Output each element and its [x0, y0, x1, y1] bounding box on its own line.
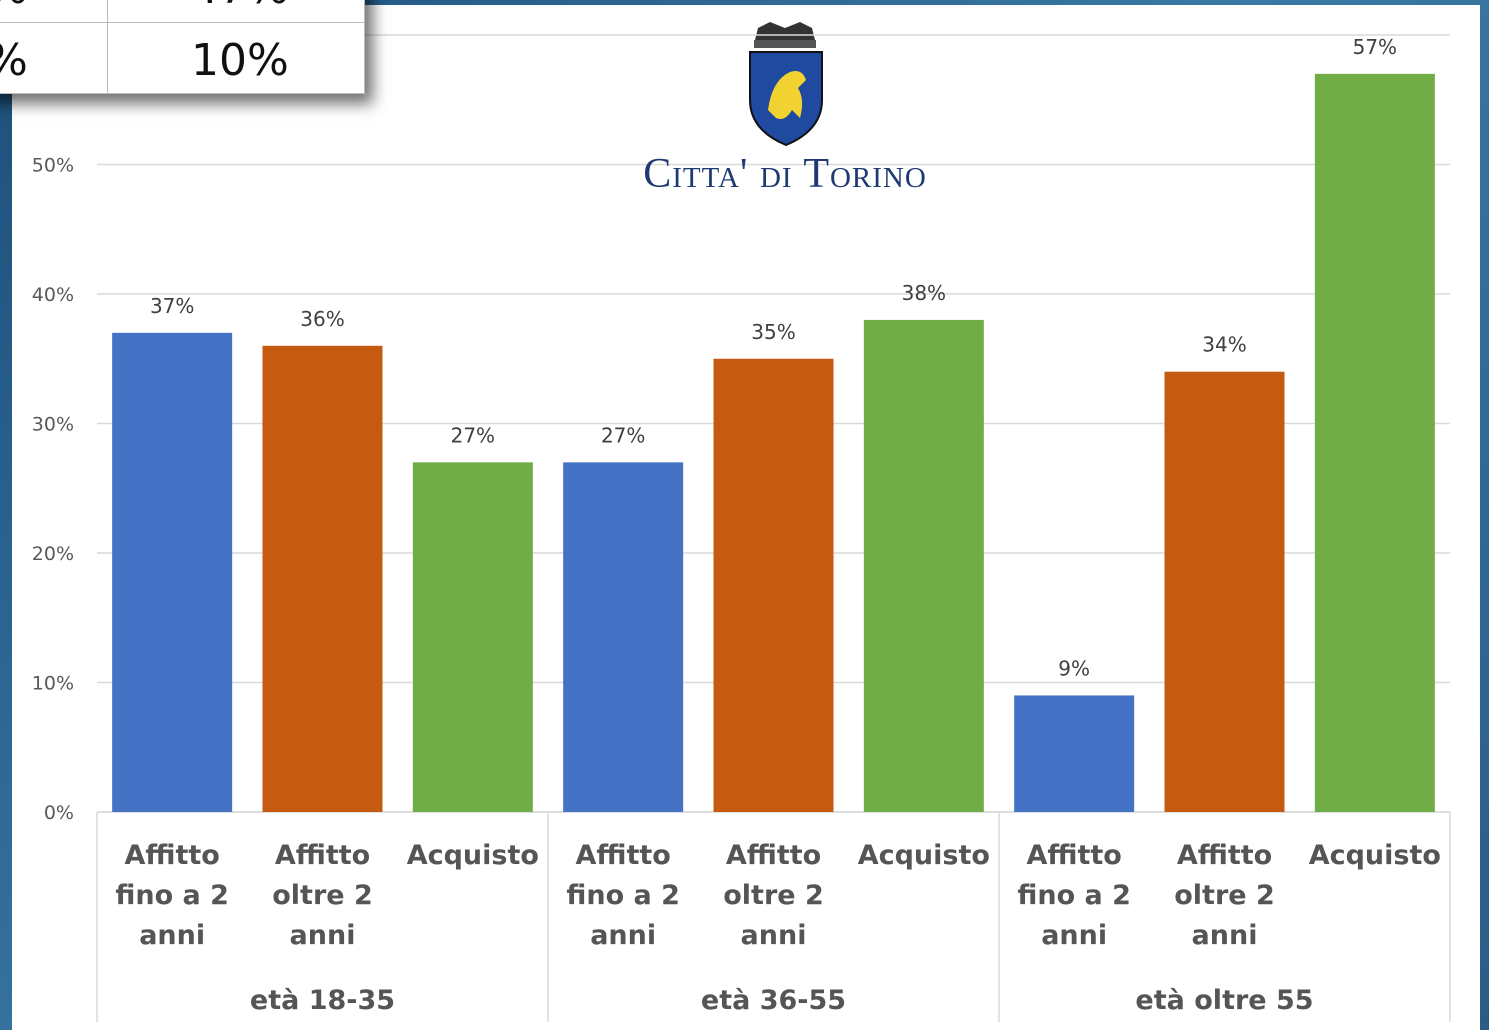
bar	[1164, 371, 1285, 812]
data-label: 38%	[902, 281, 946, 305]
data-label: 57%	[1353, 35, 1397, 59]
logo-crest	[749, 22, 823, 147]
cell: %	[0, 0, 28, 14]
overlay-table: % 47% % 10%	[0, 0, 365, 94]
group-label: età 18-35	[249, 985, 396, 1016]
group-label: età oltre 55	[1135, 985, 1314, 1016]
bar	[563, 462, 684, 812]
col-divider	[107, 0, 108, 93]
x-tick-label: Acquisto	[857, 840, 990, 871]
cell: 10%	[191, 35, 289, 86]
data-label: 27%	[451, 423, 495, 447]
y-tick-label: 50%	[32, 155, 74, 177]
y-tick-label: 20%	[32, 543, 74, 565]
group-label: età 36-55	[700, 985, 847, 1016]
bar	[863, 319, 984, 812]
bar	[112, 332, 233, 812]
y-tick-label: 40%	[32, 284, 74, 306]
x-tick-label: Affitto oltre 2 anni	[1174, 840, 1275, 951]
row-divider	[0, 22, 364, 23]
x-tick-label: Affitto fino a 2 anni	[115, 840, 229, 951]
data-label: 37%	[150, 294, 194, 318]
data-label: 27%	[601, 423, 645, 447]
x-tick-label: Acquisto	[1308, 840, 1441, 871]
x-tick-label: Affitto fino a 2 anni	[566, 840, 680, 951]
data-label: 35%	[751, 320, 795, 344]
bar	[1014, 695, 1135, 812]
x-tick-label: Affitto oltre 2 anni	[272, 840, 373, 951]
x-tick-label: Affitto fino a 2 anni	[1017, 840, 1131, 951]
data-label: 34%	[1202, 333, 1246, 357]
bar	[713, 358, 834, 812]
y-tick-label: 30%	[32, 414, 74, 436]
logo-text: Citta' di Torino	[643, 151, 927, 197]
data-label: 9%	[1058, 656, 1090, 680]
data-label: 36%	[300, 307, 344, 331]
y-tick-label: 10%	[32, 673, 74, 695]
cell: %	[0, 35, 28, 86]
x-tick-label: Acquisto	[406, 840, 539, 871]
cell: 47%	[191, 0, 289, 14]
bar	[1314, 73, 1435, 813]
bar	[262, 345, 383, 812]
y-tick-label: 0%	[44, 802, 74, 824]
bar	[412, 462, 533, 812]
x-tick-label: Affitto oltre 2 anni	[723, 840, 824, 951]
